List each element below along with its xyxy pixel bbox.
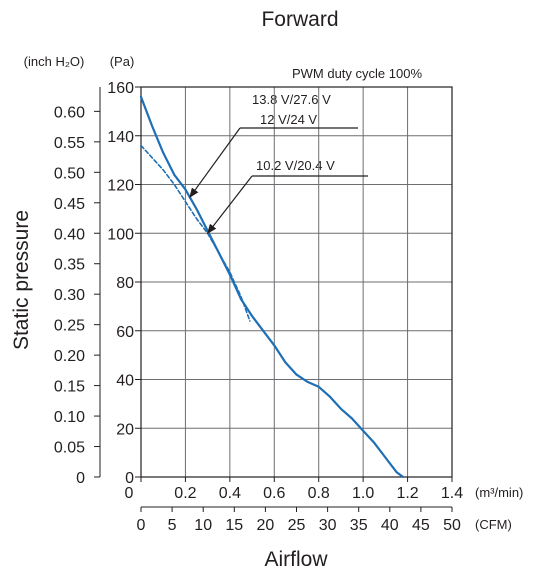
annotation-arrow-10-2v (207, 175, 253, 235)
annotation-label-12v: 12 V/24 V (260, 112, 317, 127)
series-line-0 (139, 95, 405, 479)
y-primary-tick-label: 0 (125, 470, 134, 487)
pwm-note: PWM duty cycle 100% (292, 66, 422, 81)
y-secondary-tick-label: 0.15 (54, 379, 85, 396)
y-secondary-tick-label: 0.45 (54, 196, 85, 213)
y-primary-tick-label: 100 (107, 226, 134, 243)
y-secondary-tick-label: 0.55 (54, 135, 85, 152)
y-secondary-tick-label: 0.30 (54, 287, 85, 304)
y-primary-tick-label: 120 (107, 178, 134, 195)
y-secondary-tick-label: 0.60 (54, 104, 85, 121)
series-line-1 (141, 97, 403, 477)
x-secondary-tick-label: 45 (412, 517, 430, 534)
x-primary-tick-label: 1.2 (396, 485, 418, 502)
x-secondary-tick-label: 5 (168, 517, 177, 534)
annotation-label-13-8v: 13.8 V/27.6 V (252, 92, 331, 107)
x-secondary-tick-label: 50 (443, 517, 461, 534)
y-secondary-tick-label: 0.35 (54, 257, 85, 274)
x-secondary-tick-label: 35 (350, 517, 368, 534)
y-primary-tick-label: 60 (116, 324, 134, 341)
y-primary-tick-label: 140 (107, 129, 134, 146)
x-primary-tick-label: 0.6 (263, 485, 285, 502)
y-primary-tick-label: 40 (116, 373, 134, 390)
x-primary-tick-label: 0.4 (219, 485, 241, 502)
series-line-2 (140, 144, 251, 322)
y-primary-tick-label: 80 (116, 275, 134, 292)
annotation-arrow-12v (189, 127, 241, 198)
x-secondary-tick-label: 25 (288, 517, 306, 534)
x-primary-tick-label: 1.0 (352, 485, 374, 502)
chart-title: Forward (261, 8, 338, 31)
y-secondary-tick-label: 0 (76, 470, 85, 487)
y-primary-tick-label: 20 (116, 421, 134, 438)
x-secondary-tick-label: 30 (319, 517, 337, 534)
annotation-label-10-2v: 10.2 V/20.4 V (256, 158, 335, 173)
y-secondary-tick-label: 0.25 (54, 318, 85, 335)
x-secondary-tick-label: 0 (137, 517, 146, 534)
y-secondary-tick-label: 0.20 (54, 348, 85, 365)
y-primary-tick-label: 160 (107, 80, 134, 97)
x-primary-unit: (m³/min) (475, 485, 523, 500)
y-secondary-tick-label: 0.40 (54, 226, 85, 243)
y-secondary-tick-label: 0.50 (54, 165, 85, 182)
x-axis-title: Airflow (264, 548, 328, 571)
x-primary-tick-label: 0.2 (174, 485, 196, 502)
x-primary-tick-label: 1.4 (441, 485, 463, 502)
x-secondary-tick-label: 15 (225, 517, 243, 534)
y-secondary-unit: (inch H₂O) (24, 54, 85, 69)
x-primary-tick-label: 0.8 (308, 485, 330, 502)
x-secondary-tick-label: 20 (257, 517, 275, 534)
y-secondary-tick-label: 0.10 (54, 409, 85, 426)
y-axis-title: Static pressure (10, 210, 33, 350)
x-secondary-tick-label: 40 (381, 517, 399, 534)
y-primary-unit: (Pa) (110, 54, 135, 69)
y-secondary-tick-label: 0.05 (54, 440, 85, 457)
x-primary-tick-label: 0 (125, 485, 134, 502)
x-secondary-unit: (CFM) (475, 517, 512, 532)
x-secondary-tick-label: 10 (194, 517, 212, 534)
